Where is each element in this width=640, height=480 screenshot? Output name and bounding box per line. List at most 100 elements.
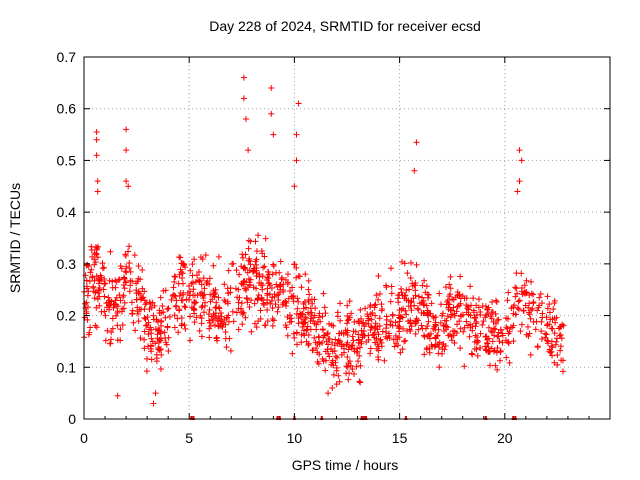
data-point (348, 310, 355, 317)
data-point (321, 304, 328, 311)
data-point (423, 283, 430, 290)
data-point (555, 325, 562, 332)
data-point (289, 284, 296, 291)
data-point (419, 294, 426, 301)
data-point (99, 260, 106, 267)
data-point (447, 285, 454, 292)
data-point (290, 292, 297, 299)
data-point (92, 259, 99, 266)
data-point (302, 315, 309, 322)
data-point (198, 281, 205, 288)
data-point (295, 100, 302, 107)
data-point (344, 332, 351, 339)
data-point (114, 337, 121, 344)
data-point (181, 261, 188, 268)
data-point (152, 325, 159, 332)
data-point (240, 309, 247, 316)
data-point (259, 273, 266, 280)
data-point (92, 244, 99, 251)
data-point (546, 321, 553, 328)
data-point (321, 332, 328, 339)
data-point (375, 296, 382, 303)
data-point (122, 279, 129, 286)
data-point (248, 328, 255, 335)
data-point (372, 312, 379, 319)
data-point (129, 307, 136, 314)
data-point (206, 317, 213, 324)
data-point (162, 314, 169, 321)
data-point (461, 324, 468, 331)
data-point (201, 299, 208, 306)
data-point (329, 384, 336, 391)
data-point (503, 354, 510, 361)
data-point (426, 345, 433, 352)
data-point (92, 322, 99, 329)
data-point (454, 321, 461, 328)
data-point (348, 342, 355, 349)
data-point (483, 312, 490, 319)
data-point (325, 341, 332, 348)
data-point (528, 278, 535, 285)
data-point (538, 300, 545, 307)
data-point (252, 238, 259, 245)
data-point (320, 326, 327, 333)
data-point (187, 337, 194, 344)
data-point (285, 279, 292, 286)
data-point (93, 128, 100, 135)
data-point (343, 320, 350, 327)
data-point (355, 358, 362, 365)
data-point (135, 318, 142, 325)
data-point (466, 333, 473, 340)
data-point (495, 329, 502, 336)
data-point (314, 341, 321, 348)
data-point (121, 285, 128, 292)
data-point (233, 309, 240, 316)
data-point (323, 338, 330, 345)
data-point (240, 95, 247, 102)
data-point (477, 311, 484, 318)
data-point (219, 324, 226, 331)
data-point (178, 320, 185, 327)
data-point (182, 325, 189, 332)
data-point (441, 346, 448, 353)
data-point (181, 303, 188, 310)
data-point (499, 339, 506, 346)
data-point (286, 319, 293, 326)
data-point (251, 300, 258, 307)
data-point (538, 336, 545, 343)
data-point (97, 272, 104, 279)
data-point (514, 290, 521, 297)
data-point (388, 265, 395, 272)
data-point (178, 297, 185, 304)
data-point (83, 277, 90, 284)
data-point (93, 304, 100, 311)
data-point (424, 322, 431, 329)
data-point (105, 294, 112, 301)
data-point (301, 298, 308, 305)
data-point (506, 359, 513, 366)
data-point (94, 188, 101, 195)
data-point (389, 311, 396, 318)
data-point (222, 321, 229, 328)
data-point (98, 308, 105, 315)
data-point (310, 317, 317, 324)
data-point (387, 318, 394, 325)
data-point (497, 348, 504, 355)
data-point (356, 378, 363, 385)
data-point (419, 299, 426, 306)
data-point (305, 286, 312, 293)
data-point (248, 297, 255, 304)
x-axis-label: GPS time / hours (292, 457, 399, 473)
data-point (303, 338, 310, 345)
data-point (242, 314, 249, 321)
data-point (437, 301, 444, 308)
data-point (489, 329, 496, 336)
data-point (516, 178, 523, 185)
data-point (186, 292, 193, 299)
data-point (297, 310, 304, 317)
data-point (290, 298, 297, 305)
data-point (85, 288, 92, 295)
data-point (92, 289, 99, 296)
y-tick-label: 0.1 (57, 359, 77, 375)
data-point (176, 307, 183, 314)
